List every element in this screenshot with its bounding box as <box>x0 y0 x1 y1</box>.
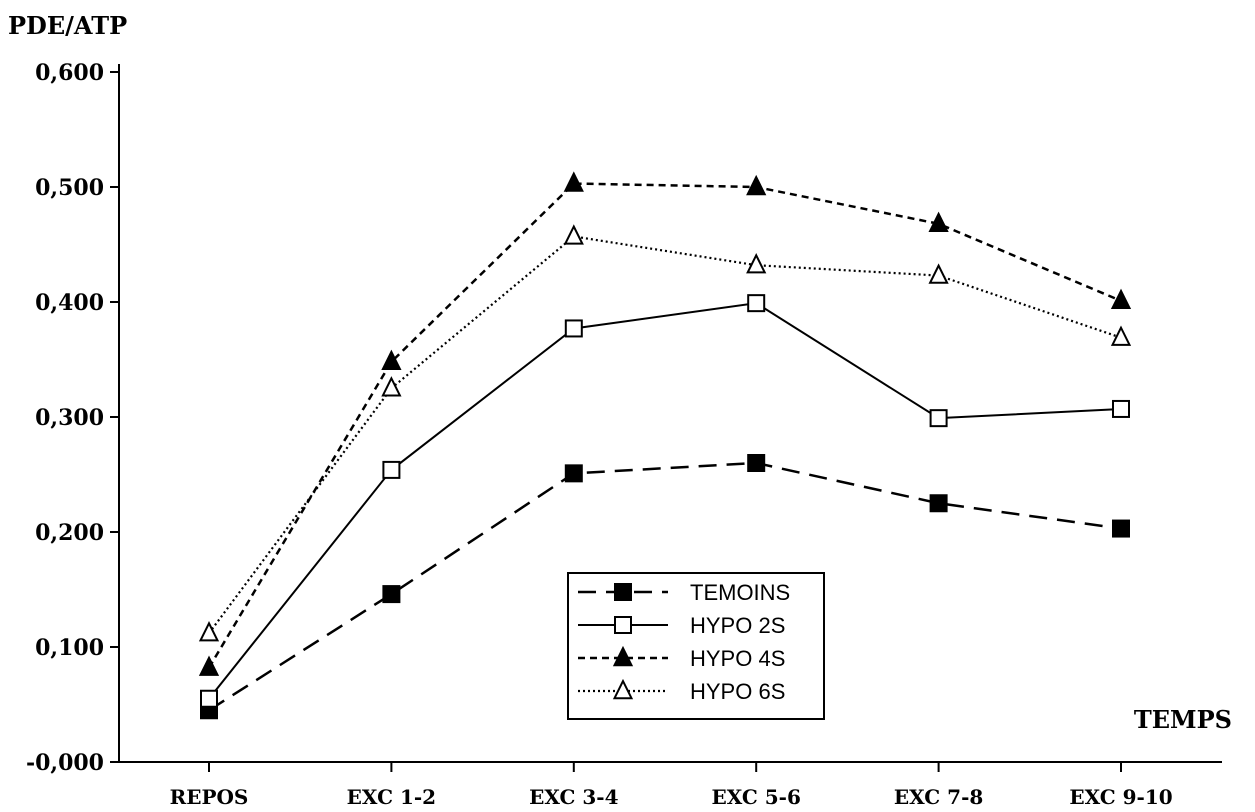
legend-item: HYPO 4S <box>578 645 785 671</box>
data-point <box>198 621 220 642</box>
data-point <box>928 211 949 232</box>
legend-marker <box>612 645 634 667</box>
legend-label: HYPO 2S <box>690 613 785 638</box>
y-tick-label: 0,100 <box>35 635 104 661</box>
legend-marker <box>614 583 632 601</box>
data-point <box>928 263 949 284</box>
series-line <box>208 461 1122 712</box>
y-tick-label: 0,300 <box>35 405 104 431</box>
data-point <box>564 319 583 338</box>
legend-item: HYPO 2S <box>578 613 785 638</box>
series-hypo-4s <box>198 171 1132 676</box>
series-line <box>208 302 1122 700</box>
legend-marker <box>612 678 634 700</box>
data-point <box>929 494 948 513</box>
y-tick-label: 0,400 <box>35 290 104 316</box>
data-point <box>381 376 402 397</box>
data-point <box>1110 325 1132 346</box>
x-tick-label: EXC 3-4 <box>529 785 619 809</box>
data-point <box>198 655 220 676</box>
x-tick-label: EXC 5-6 <box>711 785 800 809</box>
data-point <box>1112 399 1130 418</box>
x-axis-title: TEMPS <box>1134 705 1232 734</box>
series-hypo-6s <box>198 224 1132 642</box>
data-point <box>381 349 402 370</box>
data-point <box>746 174 767 196</box>
y-tick-label: 0,200 <box>35 520 104 546</box>
legend: TEMOINS HYPO 2S HYPO 4S HYPO 6S <box>567 572 825 720</box>
data-point <box>382 460 401 479</box>
data-point <box>747 294 766 313</box>
series-line <box>208 235 1122 634</box>
legend-marker <box>614 616 632 634</box>
x-tick-label: REPOS <box>170 785 249 809</box>
legend-item: HYPO 6S <box>578 678 785 704</box>
legend-label: HYPO 6S <box>690 679 785 704</box>
data-point <box>382 585 401 604</box>
legend-label: HYPO 4S <box>690 646 785 671</box>
legend-item: TEMOINS <box>578 580 790 605</box>
data-point <box>746 253 767 274</box>
x-tick-label: EXC 1-2 <box>347 785 436 809</box>
legend-box <box>567 572 825 720</box>
y-tick-label: 0,500 <box>35 175 104 201</box>
y-tick-label: -0,000 <box>26 750 104 776</box>
series-hypo-2s <box>200 294 1130 708</box>
data-point <box>564 464 583 483</box>
data-point <box>929 409 948 428</box>
y-tick-label: 0,600 <box>35 60 104 86</box>
legend-label: TEMOINS <box>690 580 790 605</box>
series-line <box>207 182 1122 669</box>
x-tick-label: EXC 9-10 <box>1069 785 1172 809</box>
x-tick-label: EXC 7-8 <box>894 785 983 809</box>
data-point <box>563 171 584 192</box>
data-point <box>563 224 584 245</box>
data-point <box>200 689 218 708</box>
data-point <box>747 454 766 472</box>
series-temoins <box>200 454 1130 720</box>
data-point <box>1110 288 1132 310</box>
y-axis-title: PDE/ATP <box>8 11 127 40</box>
data-point <box>1112 519 1130 538</box>
